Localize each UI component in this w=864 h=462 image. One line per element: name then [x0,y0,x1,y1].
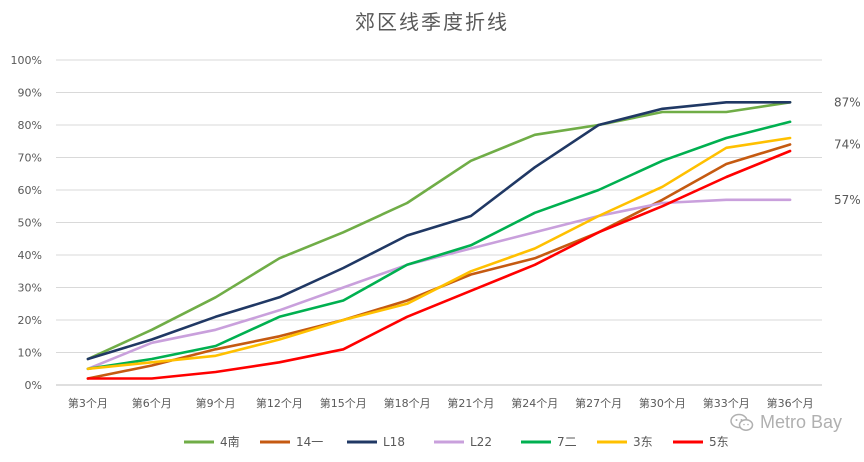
data-label: 57% [834,193,861,207]
legend-label: 5东 [709,435,729,449]
watermark: Metro Bay [730,412,842,433]
y-tick-label: 90% [18,87,42,100]
y-tick-label: 80% [18,119,42,132]
x-tick-label: 第18个月 [384,396,431,410]
y-tick-label: 0% [25,379,42,392]
data-label: 87% [834,95,861,109]
x-tick-label: 第27个月 [575,396,622,410]
series-line [86,149,792,380]
y-tick-label: 40% [18,249,42,262]
x-tick-label: 第36个月 [767,396,814,410]
x-tick-label: 第12个月 [256,396,303,410]
x-tick-label: 第30个月 [639,396,686,410]
x-tick-label: 第21个月 [447,396,494,410]
watermark-text: Metro Bay [759,412,842,432]
x-tick-label: 第15个月 [320,396,367,410]
series-line [86,120,792,371]
y-tick-label: 70% [18,152,42,165]
x-tick-label: 第33个月 [703,396,750,410]
series-line [86,136,792,371]
y-tick-label: 20% [18,314,42,327]
series-line [86,101,792,361]
x-tick-label: 第3个月 [68,396,108,410]
legend-label: 3东 [633,435,653,449]
x-tick-label: 第6个月 [132,396,172,410]
legend-label: L22 [470,435,492,449]
series-line [86,101,792,361]
y-tick-label: 30% [18,282,42,295]
y-tick-label: 100% [11,54,42,67]
x-tick-label: 第24个月 [511,396,558,410]
y-tick-label: 10% [18,347,42,360]
series-line [86,143,792,380]
data-label: 74% [834,138,861,152]
legend-label: 14一 [296,435,323,449]
legend-label: L18 [383,435,405,449]
legend-label: 4南 [220,434,240,449]
legend-label: 7二 [557,435,577,449]
chart-title: 郊区线季度折线 [355,10,509,34]
y-tick-label: 50% [18,217,42,230]
wechat-icon [730,413,754,431]
x-tick-label: 第9个月 [196,396,236,410]
y-tick-label: 60% [18,184,42,197]
